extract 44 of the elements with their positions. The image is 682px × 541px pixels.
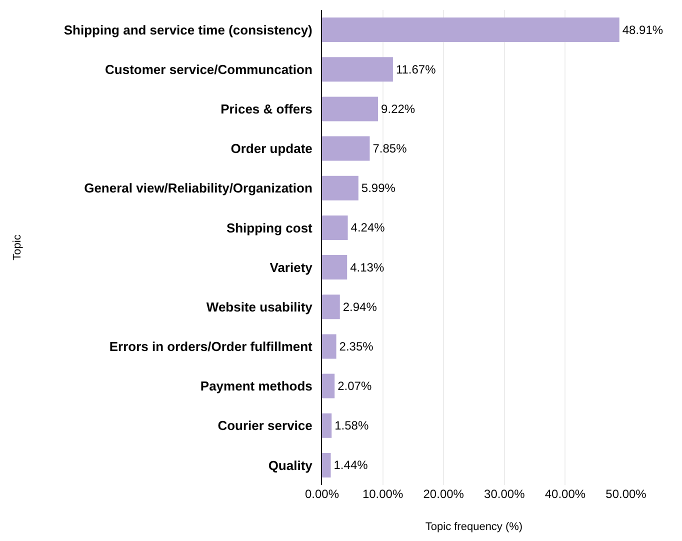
- data-label: 4.13%: [350, 260, 384, 274]
- y-tick-label: Courier service: [218, 418, 312, 434]
- bar: [322, 57, 393, 82]
- data-label: 11.67%: [396, 62, 436, 76]
- data-label: 1.58%: [334, 418, 369, 433]
- bar: [322, 294, 340, 320]
- y-tick-label: General view/Reliability/Organization: [84, 180, 312, 196]
- bar: [322, 255, 348, 280]
- data-label: 2.35%: [339, 339, 374, 354]
- y-tick-label: Order update: [230, 141, 312, 156]
- y-tick-label: Variety: [270, 260, 314, 275]
- data-label: 9.22%: [381, 102, 416, 116]
- y-tick-label: Payment methods: [200, 378, 312, 394]
- y-tick-label: Prices & offers: [220, 102, 312, 117]
- bar: [322, 413, 332, 438]
- y-tick-label: Website usability: [206, 299, 314, 314]
- y-tick-label: Quality: [268, 458, 314, 473]
- y-axis-title: Topic: [12, 234, 24, 260]
- y-tick-label: Shipping and service time (consistency): [64, 22, 312, 38]
- data-label: 48.91%: [622, 22, 664, 37]
- data-label: 2.94%: [342, 300, 378, 314]
- x-tick-label: 20.00%: [423, 487, 464, 501]
- bar: [322, 452, 331, 478]
- bar: [322, 96, 378, 122]
- data-label: 4.24%: [350, 220, 386, 235]
- x-tick-label: 0.00%: [304, 487, 340, 501]
- x-tick-label: 30.00%: [484, 487, 526, 501]
- data-label: 2.07%: [338, 379, 372, 394]
- y-tick-label: Shipping cost: [226, 220, 314, 236]
- bar: [322, 136, 370, 161]
- data-label: 5.99%: [361, 181, 396, 196]
- bar: [322, 334, 336, 359]
- data-label: 7.85%: [372, 142, 408, 156]
- bar: [322, 18, 620, 42]
- y-tick-label: Errors in orders/Order fulfillment: [109, 339, 314, 354]
- bar: [322, 215, 348, 240]
- bar: [322, 374, 335, 398]
- x-axis-title: Topic frequency (%): [425, 521, 523, 534]
- data-label: 1.44%: [334, 458, 368, 472]
- bar: [322, 176, 358, 200]
- x-tick-label: 40.00%: [544, 487, 586, 501]
- x-tick-label: 10.00%: [362, 487, 404, 501]
- x-tick-label: 50.00%: [606, 487, 647, 501]
- y-tick-label: Customer service/Communcation: [105, 62, 312, 77]
